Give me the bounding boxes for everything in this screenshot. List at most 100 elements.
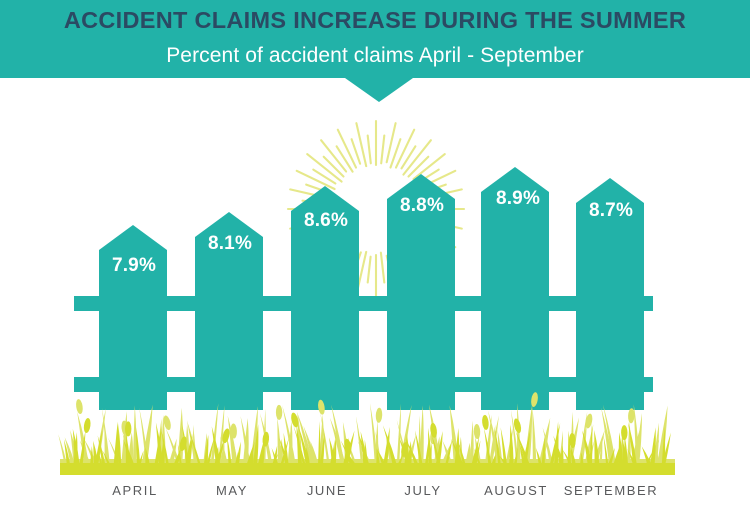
grass-base — [60, 463, 675, 475]
grass-blade — [320, 412, 331, 469]
grass-seedhead — [262, 431, 270, 447]
month-label-june: JUNE — [306, 483, 348, 498]
grass-seedhead — [344, 438, 352, 454]
bar-value-label: 7.9% — [111, 255, 157, 276]
grass-blade — [578, 411, 588, 469]
fence-picket-bar — [387, 174, 455, 410]
grass-seedhead — [513, 418, 522, 434]
grass-blade — [227, 415, 238, 469]
bar-value-label: 8.8% — [399, 195, 445, 216]
grass-blade — [500, 427, 508, 473]
grass-blade — [414, 430, 424, 473]
chart-area: 7.9% 8.1% 8.6% 8.8% 8.9% 8.7% — [0, 100, 750, 508]
grass-blade — [153, 426, 162, 473]
grass-blade — [428, 427, 433, 473]
grass-seedhead — [569, 433, 576, 448]
grass-blade — [141, 404, 153, 469]
grass-blade — [297, 412, 315, 469]
grass-blade — [181, 421, 190, 473]
grass-blade — [582, 430, 594, 473]
grass-blade — [594, 430, 600, 473]
grass-seedhead — [163, 415, 171, 431]
page-subtitle: Percent of accident claims April - Septe… — [166, 43, 584, 67]
month-label-may: MAY — [215, 483, 248, 498]
grass-seedhead — [124, 421, 132, 437]
grass-blade — [132, 405, 137, 469]
grass-blade — [293, 425, 308, 473]
grass-blade — [186, 420, 199, 469]
grass-blade — [434, 431, 443, 473]
fence-picket-bar — [291, 186, 359, 410]
grass-blade — [252, 424, 259, 473]
grass-blade — [382, 425, 399, 473]
grass-blade — [583, 424, 594, 469]
grass-seedhead — [585, 413, 593, 429]
grass-seedhead — [222, 428, 230, 444]
grass-seedhead — [621, 425, 628, 441]
month-label-august: AUGUST — [484, 483, 548, 498]
bar-value-label: 8.6% — [303, 210, 349, 231]
bar-value-label: 8.9% — [495, 188, 541, 209]
fence-picket-bar — [195, 212, 263, 410]
grass-blade — [93, 430, 103, 473]
grass-blade — [553, 421, 559, 473]
grass-seedhead — [83, 418, 91, 433]
grass-blade — [634, 413, 642, 469]
fence-picket-bar — [481, 167, 549, 410]
grass-seedhead — [375, 407, 383, 423]
grass-blade — [161, 429, 170, 473]
grass-blade — [509, 424, 514, 473]
grass-blade — [627, 421, 638, 473]
grass-seedhead — [628, 408, 635, 424]
grass-seedhead — [473, 424, 481, 439]
month-label-september: SEPTEMBER — [563, 483, 659, 498]
grass-blade — [296, 425, 303, 473]
month-label-april: APRIL — [112, 483, 158, 498]
grass-blade — [661, 426, 666, 473]
grass-blade — [101, 407, 111, 469]
grass-blade — [532, 406, 537, 469]
fence-picket-bar — [576, 178, 644, 410]
grass-blade — [469, 420, 474, 469]
grass-blade — [515, 430, 533, 473]
grass-blade — [618, 432, 624, 473]
month-label-july: JULY — [404, 483, 442, 498]
grass-blade — [240, 416, 251, 469]
page-title: ACCIDENT CLAIMS INCREASE DURING THE SUMM… — [63, 7, 687, 33]
grass-blade — [155, 422, 164, 473]
grass-blade — [72, 428, 81, 473]
grass-seedhead — [531, 392, 538, 408]
grass-blade — [187, 428, 203, 473]
fence-picket-bar — [99, 225, 167, 410]
grass-blade — [113, 421, 119, 473]
grass-blade — [297, 424, 312, 473]
grass-blade — [282, 405, 297, 469]
bar-value-label: 8.7% — [588, 200, 634, 221]
grass-blade — [494, 426, 502, 473]
grass-blade — [355, 416, 364, 469]
grass-blade — [484, 414, 492, 469]
grass-blade — [78, 430, 86, 473]
grass-blade — [601, 407, 614, 469]
grass-seedhead — [482, 414, 489, 430]
grass-blade — [656, 405, 668, 469]
banner-pointer-icon — [345, 78, 413, 102]
header-banner: ACCIDENT CLAIMS INCREASE DURING THE SUMM… — [0, 0, 750, 78]
grass-blade — [135, 426, 141, 473]
grass-blade — [649, 427, 656, 473]
grass-seedhead — [318, 399, 325, 415]
grass-blade — [483, 427, 493, 473]
grass-seedhead — [275, 404, 283, 420]
grass-blade — [277, 417, 282, 469]
fence-icon — [74, 167, 653, 410]
grass-blade — [211, 426, 222, 473]
grass-blade — [542, 427, 554, 469]
bar-value-label: 8.1% — [207, 233, 253, 254]
grass-blade — [118, 423, 122, 473]
grass-icon — [58, 392, 675, 475]
grass-seedhead — [430, 422, 437, 438]
grass-seedhead — [76, 399, 83, 415]
grass-seedhead — [291, 412, 299, 428]
grass-blade — [317, 421, 321, 473]
x-axis-labels: APRIL MAY JUNE JULY AUGUST SEPTEMBER — [0, 484, 750, 504]
